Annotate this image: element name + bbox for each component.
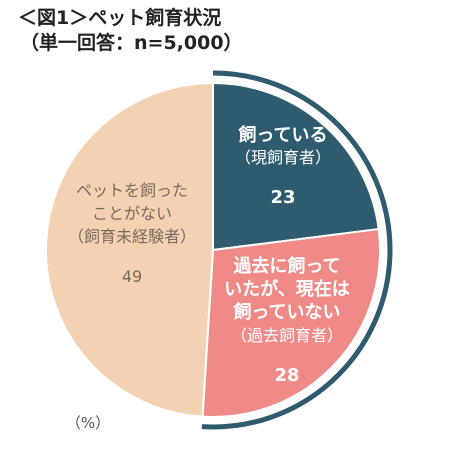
slice-label-past-line3: 飼っていない <box>232 301 340 323</box>
pie-slice-current <box>212 81 380 252</box>
slice-label-past-line4: （過去飼育者） <box>231 326 343 345</box>
slice-value-past: 28 <box>274 365 299 386</box>
highlight-arc <box>201 70 393 430</box>
slice-value-current: 23 <box>270 187 295 208</box>
unit-note: （%） <box>66 414 110 432</box>
slice-label-past-line1: 過去に飼って <box>233 255 340 277</box>
slice-label-never-line1: ペットを飼った <box>76 181 188 200</box>
slice-label-never-line3: （飼育未経験者） <box>68 227 196 246</box>
slice-label-past-line2: いたが、現在は <box>224 278 350 300</box>
chart-title-line1: ＜図1＞ペット飼育状況 <box>18 7 222 29</box>
chart-title: ＜図1＞ペット飼育状況 （単一回答：n=5,000） <box>18 6 243 56</box>
pie-slice-never <box>45 81 214 418</box>
slice-label-current-line1: 飼っている <box>237 124 327 146</box>
pie-slice-past <box>201 227 381 418</box>
slice-label-never-line2: ことがない <box>92 204 172 223</box>
slice-label-current-line2: （現飼育者） <box>235 148 331 167</box>
chart-title-line2: （単一回答：n=5,000） <box>20 32 243 54</box>
slice-value-never: 49 <box>122 267 142 286</box>
